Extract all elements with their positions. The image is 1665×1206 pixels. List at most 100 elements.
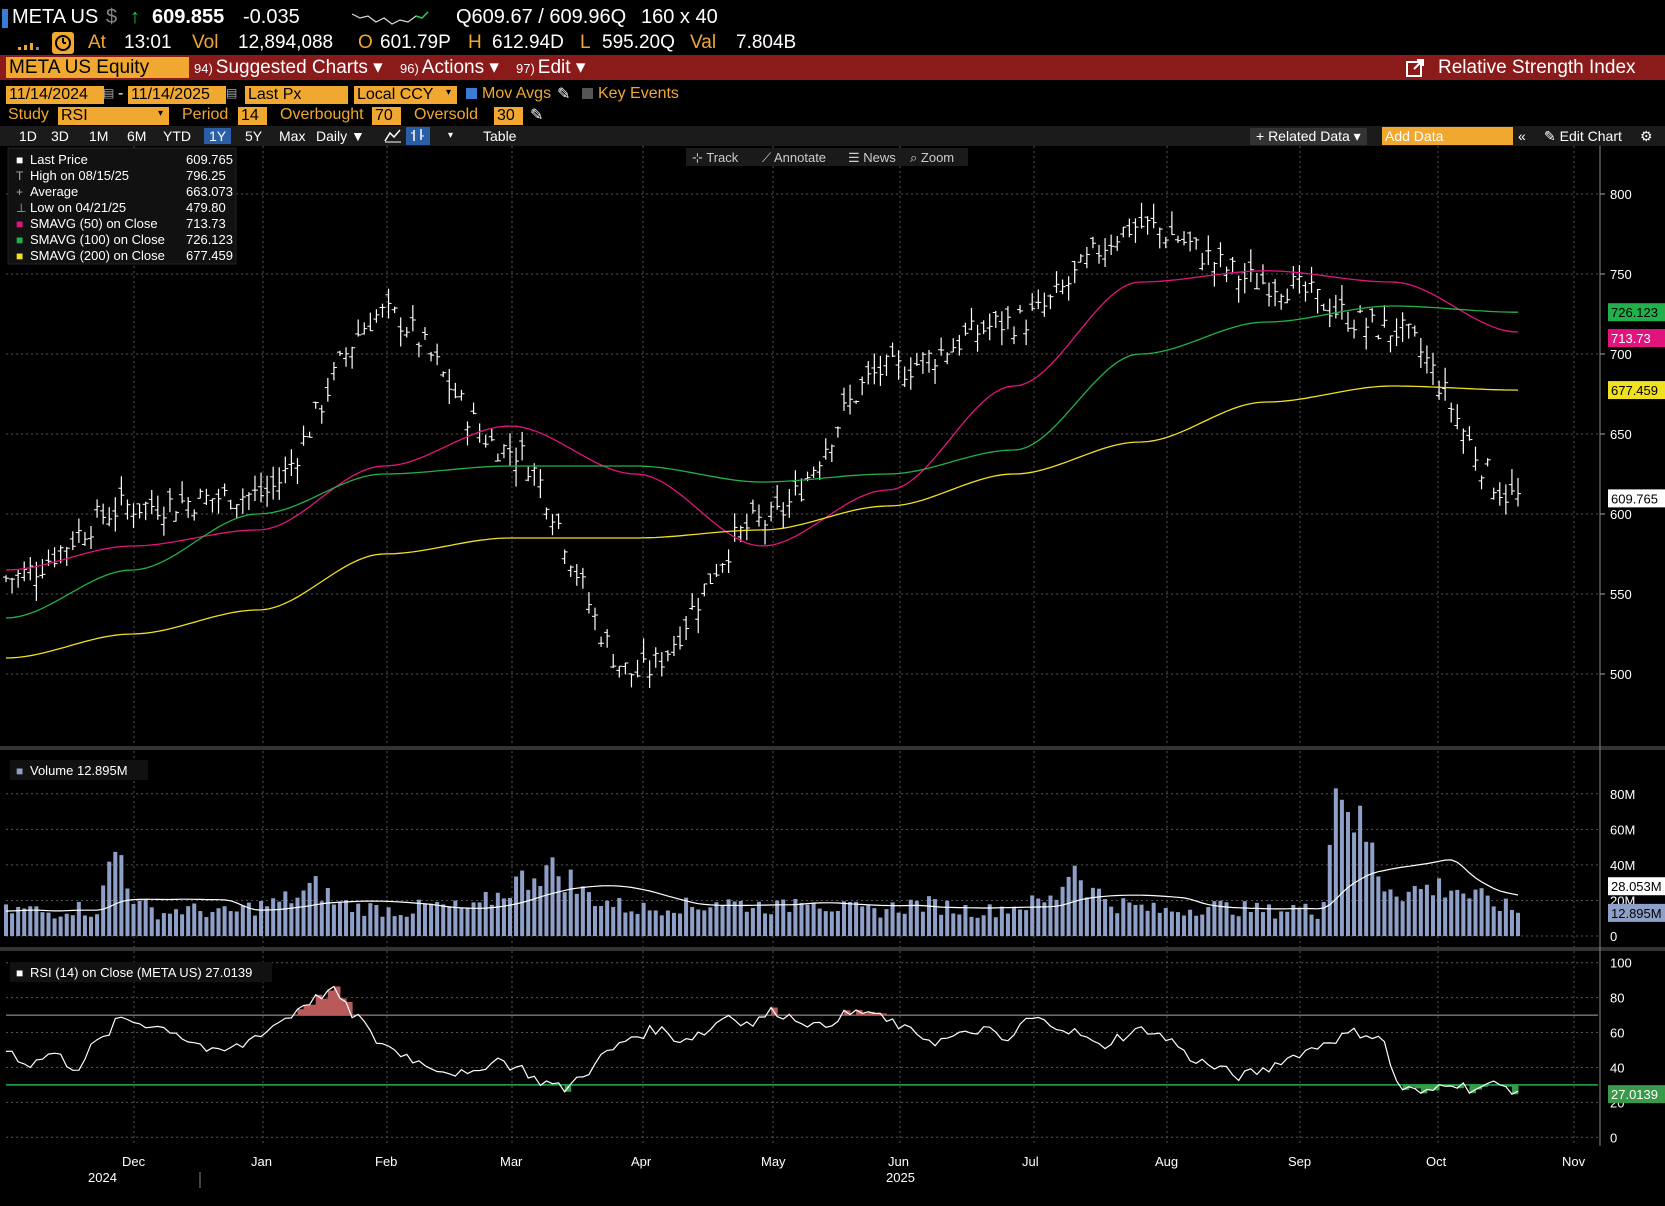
edit-button[interactable]: 97) Edit ▾: [516, 57, 586, 78]
price-field-select[interactable]: Last Px: [245, 86, 348, 104]
ohlc-bar: [707, 573, 714, 585]
range-1d[interactable]: 1D: [19, 128, 37, 144]
end-date-field[interactable]: 11/14/2025: [128, 86, 226, 104]
volume-bar: [331, 904, 336, 936]
volume-bar: [471, 902, 476, 936]
ohlc-bar: [1417, 337, 1424, 368]
clock-icon[interactable]: [52, 32, 74, 54]
actions-button[interactable]: 96) Actions ▾: [400, 57, 499, 78]
mov-avgs-toggle[interactable]: Mov Avgs: [466, 85, 551, 103]
volume-bar: [945, 900, 950, 936]
popout-icon[interactable]: [1406, 59, 1424, 77]
ohlc-bar: [768, 501, 775, 522]
annotate-tool[interactable]: ⟋ Annotate: [762, 150, 826, 165]
ticker[interactable]: META US: [12, 6, 99, 28]
range-5y[interactable]: 5Y: [245, 128, 263, 144]
open-value: 601.79P: [380, 32, 451, 53]
range-3d[interactable]: 3D: [51, 128, 69, 144]
volume-bar: [143, 899, 148, 936]
ohlc-bar: [925, 349, 932, 373]
chevron-down-icon[interactable]: ▾: [158, 108, 164, 119]
volume-bar: [277, 901, 282, 936]
range-ytd[interactable]: YTD: [163, 128, 191, 144]
add-data-input[interactable]: Add Data: [1382, 127, 1513, 145]
chevron-down-icon[interactable]: ▾: [448, 130, 454, 141]
volume-bar: [1012, 906, 1016, 936]
zoom-tool[interactable]: ⌕ Zoom: [910, 150, 954, 165]
ohlc-bar: [780, 502, 787, 528]
volume-bar: [550, 857, 555, 936]
bar-chart-icon[interactable]: [406, 127, 430, 145]
track-tool[interactable]: ⊹ Track: [692, 150, 739, 165]
volume-bar: [1364, 841, 1369, 936]
volume-bar: [64, 913, 69, 936]
suggested-charts-button[interactable]: 94) Suggested Charts ▾: [194, 57, 383, 78]
range-6m[interactable]: 6M: [127, 128, 147, 144]
volume-bar: [623, 912, 628, 936]
overbought-field[interactable]: 70: [372, 107, 401, 125]
volume-last-tag: 12.895M: [1611, 906, 1662, 921]
rsi-tick-label: 100: [1610, 956, 1632, 971]
price-tick-label: 600: [1610, 507, 1632, 522]
gear-icon[interactable]: ⚙: [1640, 128, 1653, 144]
period-field[interactable]: 14: [238, 107, 267, 125]
volume-bar: [1315, 918, 1320, 936]
line-chart-icon[interactable]: [384, 127, 402, 146]
volume-bar: [271, 898, 276, 936]
related-data-button[interactable]: + Related Data ▾: [1250, 128, 1367, 145]
ohlc-bar: [173, 511, 180, 522]
high-value: 612.94D: [492, 32, 564, 53]
ohlc-bar: [324, 377, 331, 402]
volume-bar: [1036, 898, 1041, 936]
collapse-icon[interactable]: «: [1518, 128, 1526, 144]
calendar-icon[interactable]: ▤: [226, 86, 238, 100]
currency-select[interactable]: Local CCY: [354, 86, 457, 104]
pencil-icon[interactable]: ✎: [530, 107, 544, 124]
volume-bar: [1449, 890, 1454, 936]
volume-bar: [720, 905, 725, 936]
ohlc-bar: [737, 525, 744, 543]
ohlc-bar: [525, 466, 532, 482]
rsi-oversold-fill: [1481, 1084, 1489, 1087]
ohlc-bar: [986, 313, 993, 341]
ohlc-bar: [355, 319, 362, 337]
oversold-field[interactable]: 30: [494, 107, 523, 125]
table-button[interactable]: Table: [483, 128, 517, 144]
range-1m[interactable]: 1M: [89, 128, 109, 144]
start-date-field[interactable]: 11/14/2024: [6, 86, 104, 104]
month-label: Mar: [500, 1154, 523, 1169]
legend-value: 796.25: [186, 168, 226, 183]
legend-icon: +: [16, 185, 23, 199]
volume-bar: [538, 886, 543, 936]
volume-bar: [1218, 900, 1223, 936]
volume-bar: [1018, 909, 1023, 936]
ohlc-bar: [179, 481, 186, 504]
volume-bar: [283, 891, 288, 936]
volume-bar: [756, 901, 761, 936]
key-events-toggle[interactable]: Key Events: [582, 85, 679, 103]
study-select[interactable]: RSI: [58, 107, 169, 125]
news-tool[interactable]: ☰ News: [848, 150, 896, 165]
month-label: Jun: [888, 1154, 909, 1169]
pencil-icon[interactable]: ✎: [557, 86, 571, 103]
legend-label: SMAVG (50) on Close: [30, 216, 158, 231]
volume-bar: [404, 916, 409, 936]
volume-tick-label: 40M: [1610, 858, 1635, 873]
volume-bar: [1291, 905, 1296, 936]
range-max[interactable]: Max: [279, 128, 306, 144]
volume-bar: [28, 906, 33, 936]
ohlc-bar: [9, 577, 16, 594]
range-1y[interactable]: 1Y: [204, 128, 232, 144]
rsi-overbought-fill: [346, 1002, 353, 1016]
rsi-legend-label: RSI (14) on Close (META US) 27.0139: [30, 965, 252, 980]
security-field[interactable]: META US Equity: [6, 57, 189, 78]
rsi-line: [5, 985, 1519, 1096]
volume-bar: [1175, 912, 1180, 936]
ohlc-bar: [415, 342, 422, 358]
chevron-down-icon[interactable]: ▾: [446, 87, 452, 98]
frequency-select[interactable]: Daily ▼: [316, 128, 365, 144]
ohlc-bar: [1259, 264, 1266, 285]
edit-chart-button[interactable]: ✎ Edit Chart: [1544, 128, 1622, 144]
calendar-icon[interactable]: ▤: [103, 86, 115, 100]
